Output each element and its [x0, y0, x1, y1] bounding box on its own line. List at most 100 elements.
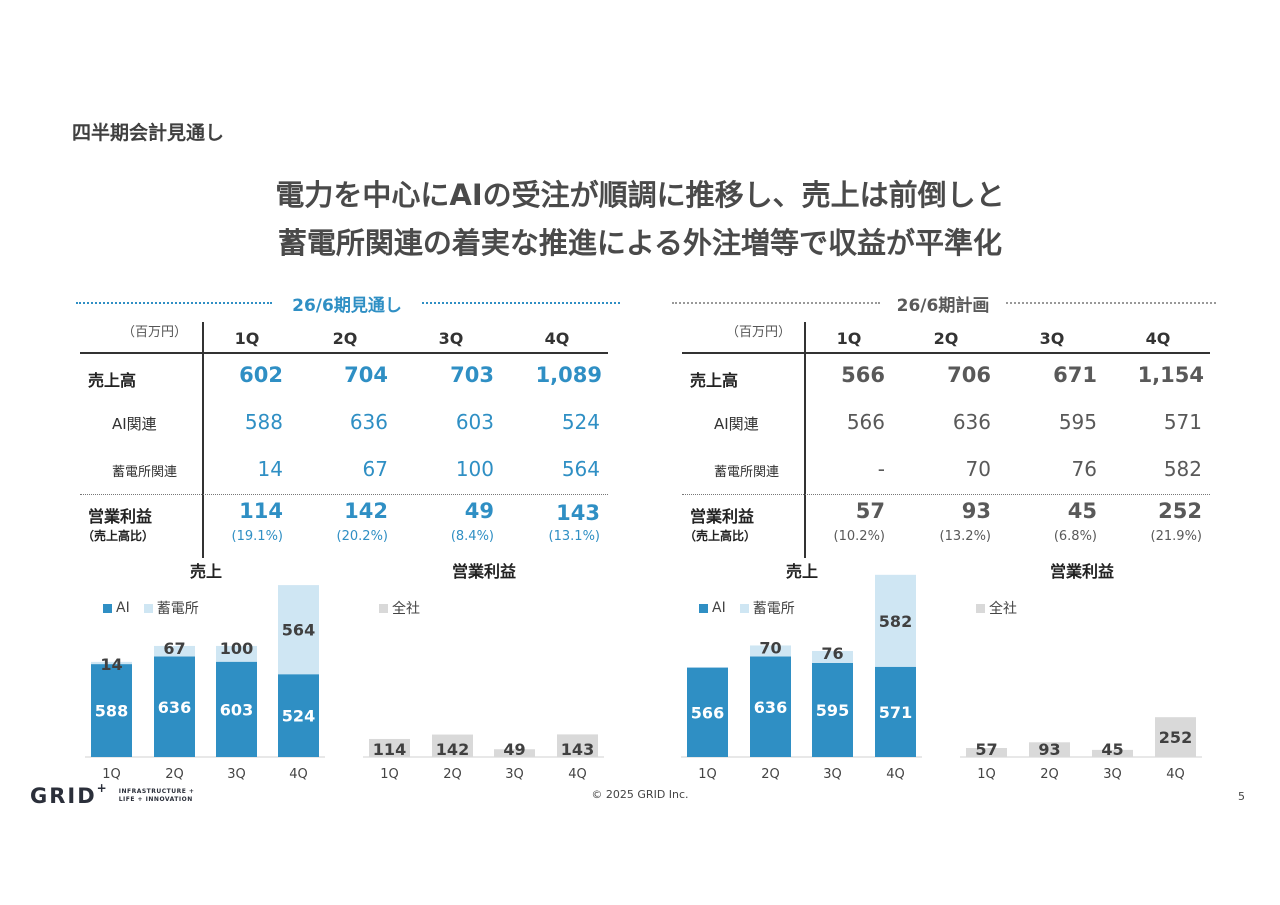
header-dotted-line — [76, 302, 272, 304]
storage-value: 564 — [561, 457, 600, 481]
sales-value: 703 — [450, 363, 494, 387]
table-divider — [804, 322, 806, 558]
op-row-sublabel: （売上高比） — [82, 529, 155, 543]
op-row-label: 営業利益 — [690, 507, 755, 526]
header-dotted-line — [1006, 302, 1216, 304]
ai-value: 566 — [846, 410, 885, 434]
storage-value: 70 — [965, 457, 991, 481]
bar-total — [1155, 717, 1196, 757]
forecast-sales-legend: AI 蓄電所 — [103, 598, 199, 618]
x-tick-label: 4Q — [886, 767, 905, 782]
op-value: 45 — [1067, 499, 1097, 523]
bar-ai — [875, 666, 916, 757]
bar-storage — [875, 574, 916, 667]
storage-value: 14 — [257, 457, 283, 481]
data-label-storage: 564 — [282, 621, 315, 640]
legend-swatch-total — [976, 603, 985, 613]
bar-storage — [154, 645, 195, 657]
forecast-op-chart-title: 営業利益 — [451, 562, 516, 581]
op-row-sublabel: （売上高比） — [684, 529, 757, 543]
forecast-panel-header: 26/6期見通し — [76, 291, 620, 316]
plan-op-legend: 全社 — [976, 598, 1017, 618]
op-pct: (8.4%) — [450, 529, 494, 544]
bar-ai — [278, 674, 319, 757]
data-label-ai: 588 — [95, 702, 128, 721]
bar-storage — [91, 661, 132, 665]
op-value: 252 — [1158, 499, 1202, 523]
table-rule — [682, 352, 1210, 354]
bar-ai — [750, 656, 791, 757]
logo-tagline: INFRASTRUCTURE + LIFE + INNOVATION — [119, 788, 195, 804]
legend-label-ai: AI — [712, 600, 726, 616]
data-label-total: 45 — [1101, 740, 1123, 759]
legend-swatch-ai — [103, 603, 112, 613]
data-label-storage: 67 — [163, 639, 185, 658]
legend-label-storage: 蓄電所 — [156, 601, 199, 617]
ai-row-label: AI関連 — [112, 415, 157, 433]
bar-total — [966, 747, 1007, 757]
storage-value: 76 — [1071, 457, 1097, 481]
plan-sales-legend: AI 蓄電所 — [699, 598, 795, 618]
op-pct: (10.2%) — [833, 529, 885, 544]
bar-storage — [812, 650, 853, 663]
quarter-header: 1Q — [234, 329, 260, 348]
copyright: © 2025 GRID Inc. — [591, 788, 689, 801]
op-value: 49 — [464, 499, 494, 523]
data-label-ai: 524 — [282, 707, 315, 726]
sales-value: 704 — [344, 363, 388, 387]
bar-ai — [154, 656, 195, 757]
ai-value: 636 — [349, 410, 388, 434]
data-label-ai: 595 — [816, 701, 849, 720]
ai-row-label: AI関連 — [714, 415, 759, 433]
bar-storage — [278, 585, 319, 675]
x-tick-label: 3Q — [505, 767, 524, 782]
bar-ai — [812, 662, 853, 757]
data-label-total: 93 — [1038, 740, 1060, 759]
quarter-header: 4Q — [1145, 329, 1171, 348]
data-label-storage: 582 — [879, 612, 912, 631]
sales-value: 1,089 — [535, 363, 602, 387]
storage-value: 100 — [455, 457, 494, 481]
data-label-storage: 14 — [100, 655, 122, 674]
page-number: 5 — [1238, 790, 1245, 803]
headline-line-2: 蓄電所関連の着実な推進による外注増等で収益が平準化 — [277, 226, 1003, 260]
unit-label: （百万円） — [122, 325, 188, 340]
x-tick-label: 1Q — [380, 767, 399, 782]
bar-total — [432, 734, 473, 757]
forecast-sales-chart-title: 売上 — [189, 562, 222, 581]
data-label-storage: 76 — [821, 644, 843, 663]
sales-value: 671 — [1053, 363, 1097, 387]
logo-wordmark: GRID — [30, 784, 97, 808]
x-tick-label: 3Q — [1103, 767, 1122, 782]
quarter-header: 2Q — [332, 329, 358, 348]
legend-label-ai: AI — [116, 600, 130, 616]
sales-value: 602 — [239, 363, 283, 387]
x-tick-label: 4Q — [289, 767, 308, 782]
legend-swatch-storage — [739, 603, 749, 613]
data-label-total: 252 — [1159, 728, 1192, 747]
header-dotted-line — [672, 302, 880, 304]
data-label-total: 142 — [436, 740, 469, 759]
bar-total — [494, 749, 535, 757]
x-tick-label: 2Q — [165, 767, 184, 782]
quarter-header: 3Q — [1039, 329, 1065, 348]
legend-swatch-total — [379, 603, 388, 613]
op-value: 114 — [239, 499, 283, 523]
ai-value: 588 — [244, 410, 283, 434]
x-tick-label: 2Q — [761, 767, 780, 782]
logo-tagline-line-2: LIFE + INNOVATION — [118, 796, 193, 803]
op-value: 143 — [556, 501, 600, 525]
op-pct: (13.1%) — [548, 529, 600, 544]
ai-value: 595 — [1058, 410, 1097, 434]
bar-total — [1029, 742, 1070, 757]
table-divider — [202, 322, 204, 558]
op-row-label: 営業利益 — [88, 507, 153, 526]
x-tick-label: 3Q — [227, 767, 246, 782]
data-label-storage: 100 — [220, 639, 253, 658]
storage-value: 582 — [1163, 457, 1202, 481]
quarter-header: 3Q — [438, 329, 464, 348]
bar-storage — [750, 645, 791, 657]
storage-row-label: 蓄電所関連 — [112, 465, 178, 480]
ai-value: 603 — [455, 410, 494, 434]
